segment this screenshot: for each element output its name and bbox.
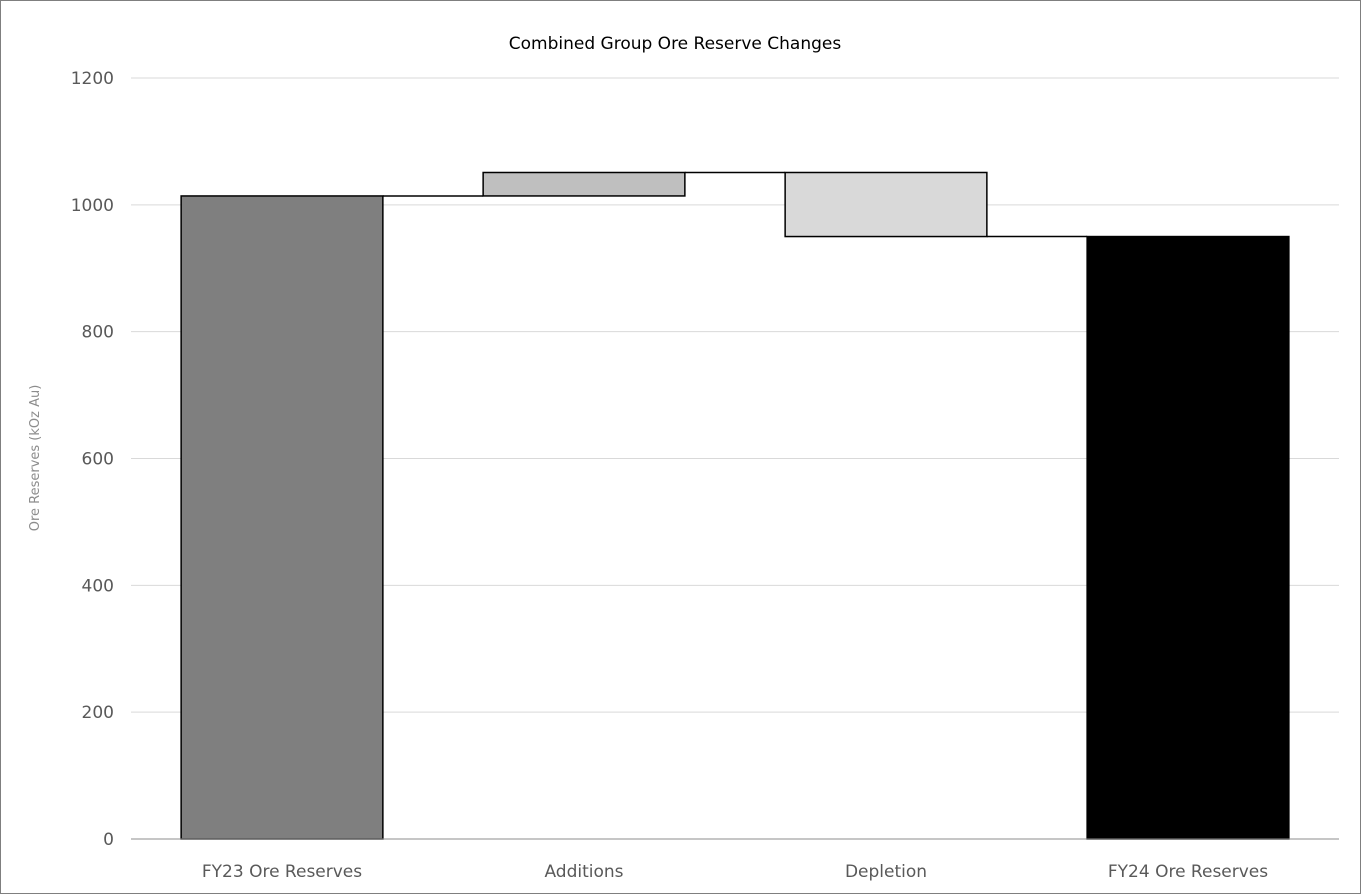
connector-lines [382, 171, 1088, 238]
x-category-label: Depletion [845, 862, 927, 882]
chart-title: Combined Group Ore Reserve Changes [509, 34, 842, 54]
bar-decrease [784, 171, 988, 238]
bar-total [180, 195, 384, 840]
y-tick-label: 800 [82, 323, 114, 343]
bars [180, 171, 1290, 840]
bar-increase [482, 171, 686, 197]
x-category-label: Additions [544, 862, 623, 882]
y-tick-label: 0 [103, 830, 114, 850]
y-tick-label: 200 [82, 703, 114, 723]
y-tick-label: 600 [82, 450, 114, 470]
y-tick-label: 400 [82, 576, 114, 596]
y-axis-label: Ore Reserves (kOz Au) [28, 385, 43, 532]
x-axis-category-labels: FY23 Ore Reserves Additions Depletion FY24 … [202, 862, 1268, 882]
y-tick-label: 1000 [71, 196, 114, 216]
x-category-label: FY23 Ore Reserves [202, 862, 362, 882]
y-axis-tick-labels: 0 200 400 600 800 1000 1200 [71, 69, 114, 850]
x-category-label: FY24 Ore Reserves [1108, 862, 1268, 882]
bar-total [1086, 235, 1290, 840]
y-tick-label: 1200 [71, 69, 114, 89]
